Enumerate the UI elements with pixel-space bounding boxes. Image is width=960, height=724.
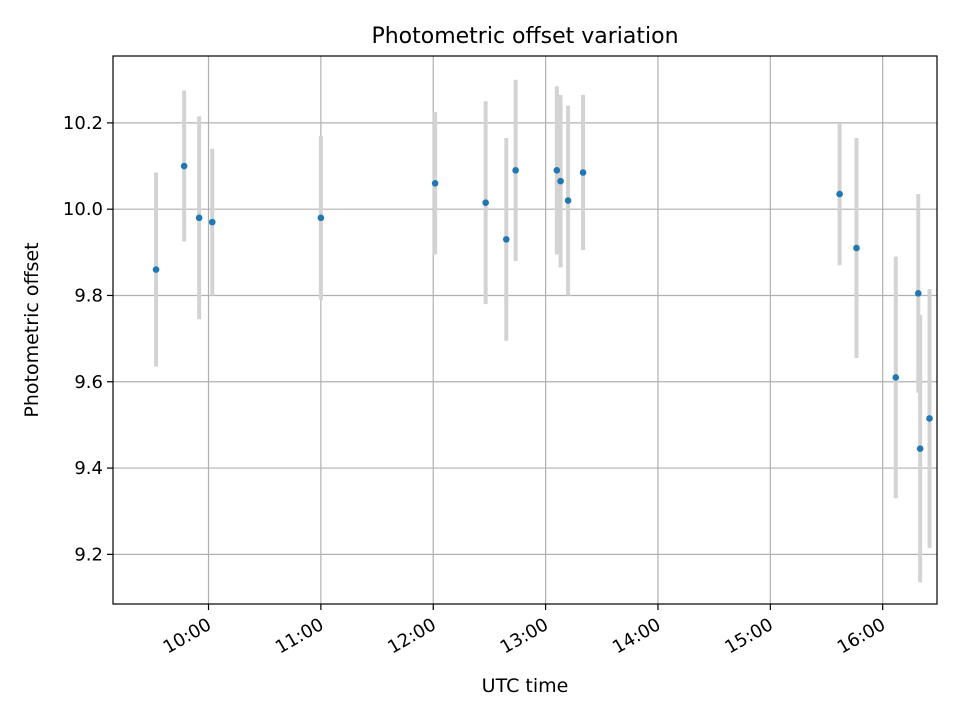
data-point	[916, 445, 924, 452]
x-tick-label: 14:00	[609, 614, 664, 658]
y-tick-label: 10.2	[63, 113, 103, 134]
plot-frame	[112, 55, 938, 605]
y-axis-ticks: 9.2 9.4 9.6 9.8 10.0 10.2	[63, 113, 113, 565]
x-tick-label: 13:00	[497, 614, 552, 658]
x-tick-label: 16:00	[834, 614, 889, 658]
x-tick-label: 12:00	[384, 614, 439, 658]
data-point	[553, 167, 561, 174]
x-tick-label: 10:00	[160, 614, 215, 658]
x-axis-label: UTC time	[482, 675, 569, 697]
data-point	[564, 197, 572, 204]
data-point	[892, 374, 900, 381]
data-point	[914, 290, 922, 297]
y-tick-label: 10.0	[63, 199, 103, 220]
data-point	[317, 214, 325, 222]
data-point	[208, 218, 216, 226]
x-axis-ticks: 10:00 11:00 12:00 13:00 14:00 15:00 16:00	[160, 604, 889, 658]
data-point	[195, 214, 203, 222]
data-point	[579, 169, 587, 176]
y-tick-label: 9.6	[74, 372, 103, 393]
data-point	[836, 190, 843, 198]
grid-lines	[113, 56, 937, 604]
data-point	[431, 179, 439, 187]
data-point	[853, 244, 860, 252]
y-tick-label: 9.2	[74, 544, 103, 565]
data-point	[152, 266, 160, 273]
data-point	[512, 167, 519, 174]
data-point	[482, 199, 489, 207]
x-tick-label: 15:00	[721, 614, 776, 658]
data-points	[152, 162, 933, 452]
y-tick-label: 9.4	[74, 458, 103, 479]
data-point	[180, 162, 188, 170]
data-point	[557, 177, 564, 185]
y-tick-label: 9.8	[74, 285, 103, 306]
error-bars	[154, 79, 932, 583]
data-point	[502, 236, 510, 243]
x-tick-label: 11:00	[272, 614, 327, 658]
y-axis-label: Photometric offset	[21, 242, 43, 417]
data-point	[926, 415, 933, 422]
chart-title: Photometric offset variation	[371, 24, 678, 49]
